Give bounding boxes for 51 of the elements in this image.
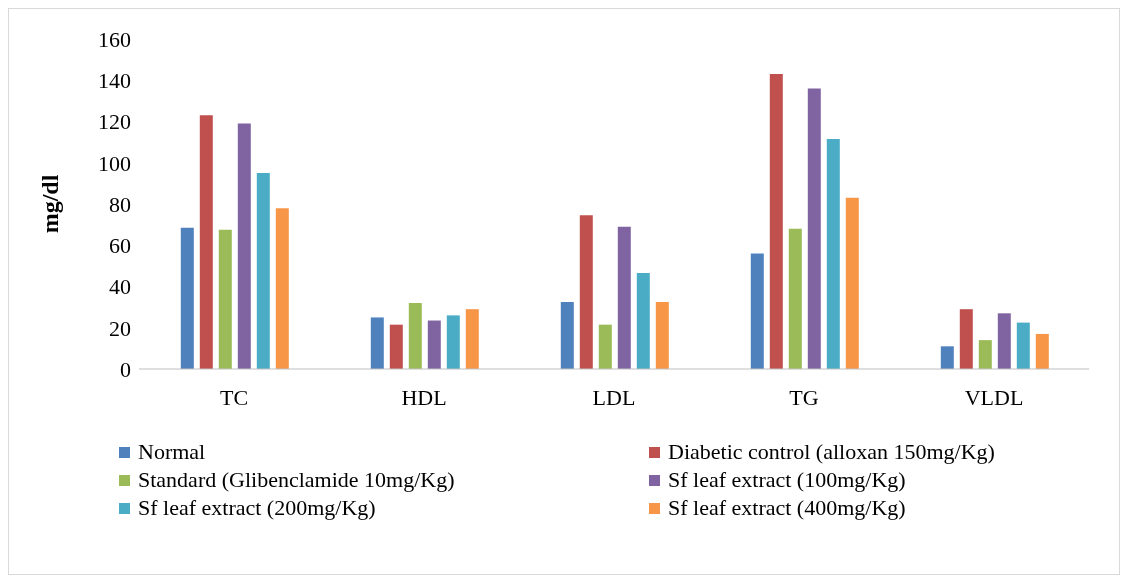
bar <box>370 317 384 369</box>
y-tick-label: 0 <box>120 356 131 382</box>
bar <box>655 301 669 369</box>
bar <box>256 173 270 369</box>
bar <box>1016 322 1030 369</box>
y-tick-label: 60 <box>109 233 131 259</box>
bar <box>560 301 574 369</box>
bar <box>199 115 213 369</box>
bar <box>807 88 821 369</box>
bar <box>636 273 650 369</box>
bar <box>579 215 593 369</box>
bar <box>180 227 194 369</box>
legend-label: Normal <box>138 439 206 465</box>
legend-label: Standard (Glibenclamide 10mg/Kg) <box>138 467 455 493</box>
legend-label: Diabetic control (alloxan 150mg/Kg) <box>668 439 995 465</box>
x-tick-label: TG <box>789 384 819 410</box>
bar <box>959 309 973 369</box>
x-tick-label: LDL <box>592 384 636 410</box>
y-tick-label: 160 <box>98 26 131 52</box>
bar <box>427 320 441 369</box>
bar <box>446 315 460 369</box>
bar <box>237 123 251 369</box>
bar <box>389 324 403 369</box>
y-tick-label: 100 <box>98 150 131 176</box>
bar <box>408 303 422 369</box>
legend-label: Sf leaf extract (200mg/Kg) <box>138 495 376 521</box>
legend-label: Sf leaf extract (400mg/Kg) <box>668 495 906 521</box>
x-tick-label: VLDL <box>964 384 1024 410</box>
bar <box>598 324 612 369</box>
bar <box>978 340 992 369</box>
bar <box>750 253 764 369</box>
bar <box>617 226 631 369</box>
bar <box>465 309 479 369</box>
bar <box>1035 333 1049 369</box>
bar <box>997 313 1011 369</box>
bar <box>218 229 232 369</box>
bar <box>788 228 802 369</box>
y-tick-label: 20 <box>109 315 131 341</box>
bar <box>940 346 954 369</box>
y-tick-label: 140 <box>98 68 131 94</box>
x-tick-label: TC <box>219 384 249 410</box>
y-tick-label: 120 <box>98 109 131 135</box>
bar <box>826 139 840 369</box>
y-tick-label: 40 <box>109 274 131 300</box>
x-tick-label: HDL <box>401 384 447 410</box>
y-tick-label: 80 <box>109 191 131 217</box>
y-axis-title: mg/dl <box>36 174 63 234</box>
bar <box>275 208 289 369</box>
bar <box>845 197 859 369</box>
legend-label: Sf leaf extract (100mg/Kg) <box>668 467 906 493</box>
bar <box>769 74 783 369</box>
